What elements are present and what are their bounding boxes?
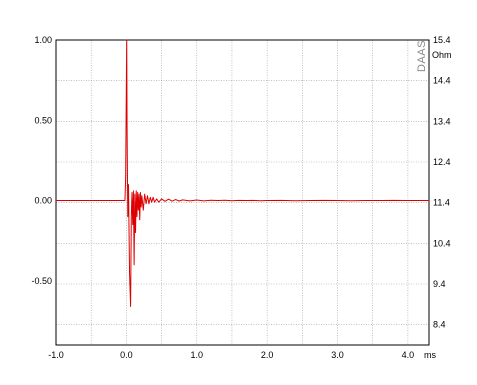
x-axis-unit-label: ms xyxy=(424,350,436,360)
y2-tick-label: 8.4 xyxy=(433,320,446,330)
y2-tick-label: 12.4 xyxy=(433,157,451,167)
y-tick-labels: 1.00 0.50 0.00 -0.50 xyxy=(31,35,52,286)
x-tick-labels: -1.0 0.0 1.0 2.0 3.0 4.0 xyxy=(48,350,414,360)
x-tick-label: 2.0 xyxy=(261,350,274,360)
x-tick-label: 4.0 xyxy=(402,350,415,360)
plot-frame xyxy=(55,39,430,346)
y2-tick-label: 13.4 xyxy=(433,116,451,126)
y2-tick-label: 11.4 xyxy=(433,198,450,208)
x-tick-label: 1.0 xyxy=(190,350,203,360)
x-tick-label: 0.0 xyxy=(120,350,133,360)
series-layer xyxy=(56,39,429,307)
x-tick-label: -1.0 xyxy=(48,350,64,360)
x-tick-label: 3.0 xyxy=(331,350,344,360)
y2-axis-unit-label: Ohm xyxy=(432,50,452,60)
y-tick-label: -0.50 xyxy=(31,276,52,286)
daas-watermark: DAAS xyxy=(416,40,428,72)
grid-layer xyxy=(56,40,429,345)
y2-tick-label: 15.4 xyxy=(433,35,451,45)
y2-tick-label: 14.4 xyxy=(433,76,451,86)
y2-tick-label: 10.4 xyxy=(433,238,451,248)
y2-tick-labels: 15.4 14.4 13.4 12.4 11.4 10.4 9.4 8.4 xyxy=(433,35,451,330)
y-tick-label: 0.00 xyxy=(34,196,52,206)
y2-tick-label: 9.4 xyxy=(433,279,446,289)
series-line-0 xyxy=(56,39,429,307)
y-tick-label: 1.00 xyxy=(34,35,52,45)
y-tick-label: 0.50 xyxy=(34,115,52,125)
